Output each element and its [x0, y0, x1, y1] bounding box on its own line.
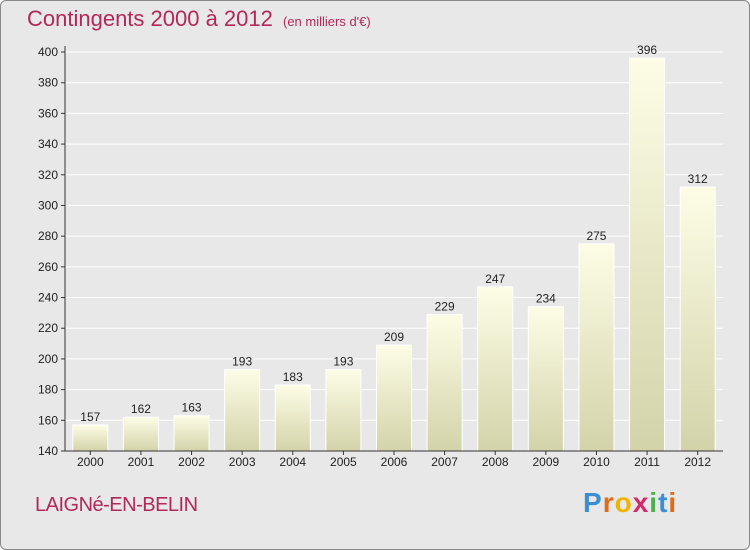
x-tick-label: 2006 [381, 455, 408, 469]
axis-layer: 140 160 180 200 220 240 260 280 300 320 340 360 380 4… [38, 45, 723, 469]
x-tick-label: 2000 [77, 455, 104, 469]
commune-name: LAIGNé-EN-BELIN [35, 494, 198, 516]
x-tick-label: 2009 [532, 455, 559, 469]
bar-value-label: 183 [283, 370, 303, 384]
logo-letter: o [614, 487, 633, 518]
x-tick-label: 2008 [482, 455, 509, 469]
bar [578, 243, 615, 452]
x-tick-label: 2005 [330, 455, 357, 469]
y-tick-label: 320 [38, 168, 58, 182]
y-tick-label: 300 [38, 198, 58, 212]
chart-subtitle: (en milliers d'€) [283, 14, 371, 29]
x-tick-label: 2007 [431, 455, 458, 469]
y-tick-label: 360 [38, 106, 58, 120]
y-tick-label: 240 [38, 291, 58, 305]
logo-letter: i [649, 487, 659, 518]
bar [122, 416, 159, 452]
logo-letter: x [632, 487, 650, 518]
bar-value-label: 234 [536, 292, 556, 306]
x-tick-label: 2001 [128, 455, 155, 469]
bar [679, 186, 716, 452]
x-tick-label: 2010 [583, 455, 610, 469]
bar-value-label: 193 [333, 355, 353, 369]
x-tick-label: 2012 [684, 455, 711, 469]
bar [173, 415, 210, 452]
y-tick-label: 220 [38, 321, 58, 335]
y-tick-label: 340 [38, 137, 58, 151]
x-tick-label: 2002 [178, 455, 205, 469]
bar-value-label: 247 [485, 272, 505, 286]
bar [629, 57, 666, 452]
bar [274, 384, 311, 452]
logo-letter: i [668, 487, 678, 518]
bar [426, 313, 463, 452]
bar-value-label: 193 [232, 355, 252, 369]
bar-value-label: 275 [586, 229, 606, 243]
bar [376, 344, 412, 452]
y-tick-label: 380 [38, 76, 58, 90]
y-tick-label: 400 [38, 45, 58, 59]
bar-value-label: 162 [131, 402, 151, 416]
bar-value-label: 229 [435, 299, 455, 313]
proxiti-logo: Proxiti [583, 487, 677, 519]
logo-letter: r [602, 487, 615, 518]
logo-letter: P [583, 487, 603, 518]
y-tick-label: 200 [38, 352, 58, 366]
bar-value-label: 163 [182, 401, 202, 415]
bar [224, 369, 261, 452]
bar [72, 424, 109, 452]
y-tick-label: 140 [38, 444, 58, 458]
x-tick-label: 2003 [229, 455, 256, 469]
y-tick-label: 280 [38, 229, 58, 243]
bar [477, 286, 514, 452]
x-tick-label: 2004 [279, 455, 306, 469]
y-tick-label: 180 [38, 383, 58, 397]
y-tick-label: 260 [38, 260, 58, 274]
bar-value-label: 396 [637, 43, 657, 57]
bar-value-label: 312 [688, 172, 708, 186]
bar [325, 369, 362, 452]
bar-value-label: 209 [384, 330, 404, 344]
chart-title: Contingents 2000 à 2012 [27, 6, 273, 31]
bar [527, 306, 564, 452]
y-tick-label: 160 [38, 413, 58, 427]
x-tick-label: 2011 [634, 455, 660, 469]
bar-value-label: 157 [80, 410, 100, 424]
logo-letter: t [658, 487, 669, 518]
bars-layer: 157 162 163 193 183 193 209 229 247 234 275 396 312 [72, 43, 716, 452]
